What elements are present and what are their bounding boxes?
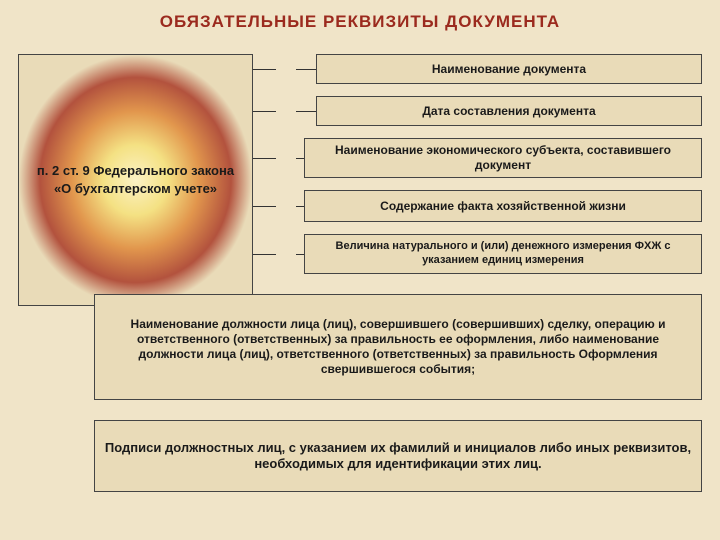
connector-line bbox=[253, 158, 276, 159]
connector-line bbox=[296, 254, 304, 255]
requisite-box: Наименование документа bbox=[316, 54, 702, 84]
connector-line bbox=[253, 69, 276, 70]
requisite-box: Величина натурального и (или) денежного … bbox=[304, 234, 702, 274]
page-title: ОБЯЗАТЕЛЬНЫЕ РЕКВИЗИТЫ ДОКУМЕНТА bbox=[18, 12, 702, 32]
page: ОБЯЗАТЕЛЬНЫЕ РЕКВИЗИТЫ ДОКУМЕНТА п. 2 ст… bbox=[0, 0, 720, 540]
connector-line bbox=[253, 254, 276, 255]
connector-line bbox=[296, 69, 316, 70]
requisite-box-wide: Подписи должностных лиц, с указанием их … bbox=[94, 420, 702, 492]
requisite-box: Наименование экономического субъекта, со… bbox=[304, 138, 702, 178]
source-block: п. 2 ст. 9 Федерального закона «О бухгал… bbox=[18, 54, 253, 306]
connector-line bbox=[296, 158, 304, 159]
requisite-box: Дата составления документа bbox=[316, 96, 702, 126]
connector-line bbox=[253, 111, 276, 112]
connector-line bbox=[296, 111, 316, 112]
requisite-box: Содержание факта хозяйственной жизни bbox=[304, 190, 702, 222]
connector-line bbox=[296, 206, 304, 207]
diagram-content: п. 2 ст. 9 Федерального закона «О бухгал… bbox=[18, 46, 702, 516]
source-block-text: п. 2 ст. 9 Федерального закона «О бухгал… bbox=[27, 162, 244, 197]
connector-line bbox=[253, 206, 276, 207]
requisite-box-wide: Наименование должности лица (лиц), совер… bbox=[94, 294, 702, 400]
